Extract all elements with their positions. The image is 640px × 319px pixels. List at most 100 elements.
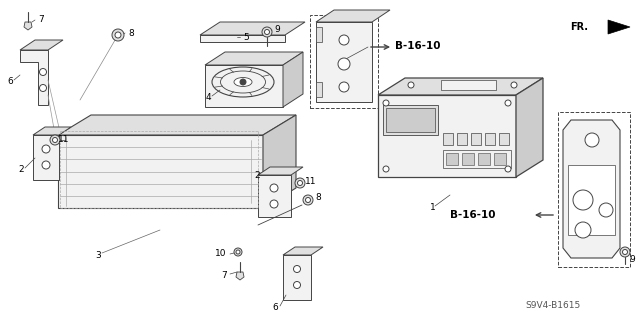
Text: 7: 7	[221, 271, 227, 279]
Polygon shape	[58, 115, 296, 135]
Circle shape	[270, 200, 278, 208]
Text: 9: 9	[629, 256, 635, 264]
Polygon shape	[20, 50, 48, 105]
Circle shape	[505, 166, 511, 172]
Circle shape	[52, 137, 58, 143]
Ellipse shape	[221, 71, 266, 93]
Text: 6: 6	[272, 303, 278, 313]
Circle shape	[339, 82, 349, 92]
Ellipse shape	[234, 78, 252, 86]
Circle shape	[383, 166, 389, 172]
Bar	[558, 112, 630, 267]
Circle shape	[40, 85, 47, 92]
Circle shape	[599, 203, 613, 217]
Circle shape	[294, 265, 301, 272]
Circle shape	[585, 133, 599, 147]
Polygon shape	[263, 115, 296, 208]
Polygon shape	[205, 65, 283, 107]
Circle shape	[338, 58, 350, 70]
Circle shape	[339, 35, 349, 45]
Circle shape	[294, 281, 301, 288]
Text: 7: 7	[38, 16, 44, 25]
Polygon shape	[33, 127, 71, 135]
Bar	[471, 133, 481, 145]
Polygon shape	[568, 165, 615, 235]
Text: S9V4-B1615: S9V4-B1615	[525, 300, 580, 309]
Bar	[386, 108, 435, 132]
Text: FR.: FR.	[570, 22, 588, 32]
Text: 10: 10	[214, 249, 226, 257]
Bar	[485, 133, 495, 145]
Polygon shape	[563, 120, 620, 258]
Circle shape	[42, 161, 50, 169]
Circle shape	[264, 29, 269, 34]
Circle shape	[240, 79, 246, 85]
Polygon shape	[58, 135, 263, 208]
Text: 6: 6	[7, 78, 13, 86]
Bar	[462, 153, 474, 165]
Circle shape	[383, 100, 389, 106]
Bar	[499, 133, 509, 145]
Polygon shape	[378, 95, 516, 177]
Text: 11: 11	[305, 177, 317, 187]
Polygon shape	[283, 255, 311, 300]
Text: 2: 2	[254, 170, 260, 180]
Polygon shape	[258, 167, 303, 175]
Polygon shape	[283, 52, 303, 107]
Polygon shape	[316, 22, 372, 102]
Polygon shape	[516, 78, 543, 177]
Circle shape	[505, 100, 511, 106]
Circle shape	[511, 82, 517, 88]
Bar	[478, 153, 490, 165]
Text: 2: 2	[18, 166, 24, 174]
Text: 11: 11	[58, 136, 70, 145]
Bar	[446, 153, 458, 165]
Circle shape	[270, 184, 278, 192]
Circle shape	[42, 145, 50, 153]
Text: 9: 9	[274, 26, 280, 34]
Bar	[457, 133, 467, 145]
Polygon shape	[205, 52, 303, 65]
Polygon shape	[258, 175, 291, 217]
Polygon shape	[200, 22, 305, 35]
Polygon shape	[33, 135, 59, 180]
Text: 3: 3	[95, 250, 100, 259]
Text: 1: 1	[430, 204, 436, 212]
Bar	[310, 15, 378, 108]
Text: 4: 4	[206, 93, 212, 101]
Polygon shape	[283, 247, 323, 255]
Bar	[316, 27, 322, 42]
Polygon shape	[378, 78, 543, 95]
Polygon shape	[24, 22, 32, 30]
Text: B-16-10: B-16-10	[450, 210, 495, 220]
Circle shape	[234, 248, 242, 256]
Polygon shape	[20, 40, 63, 50]
Circle shape	[115, 32, 121, 38]
Circle shape	[298, 181, 303, 186]
Circle shape	[40, 69, 47, 76]
Polygon shape	[608, 20, 630, 34]
Text: 8: 8	[128, 28, 134, 38]
Polygon shape	[200, 35, 285, 42]
Circle shape	[112, 29, 124, 41]
Circle shape	[573, 190, 593, 210]
Bar	[494, 153, 506, 165]
Bar	[443, 133, 453, 145]
Circle shape	[408, 82, 414, 88]
Circle shape	[620, 247, 630, 257]
Bar	[441, 80, 496, 90]
Polygon shape	[236, 272, 244, 280]
Circle shape	[262, 27, 272, 37]
Bar	[383, 105, 438, 135]
Text: B-16-10: B-16-10	[395, 41, 440, 51]
Polygon shape	[316, 10, 390, 22]
Bar	[316, 82, 322, 97]
Text: 8: 8	[315, 194, 321, 203]
Bar	[443, 150, 511, 168]
Circle shape	[50, 135, 60, 145]
Circle shape	[623, 249, 627, 255]
Circle shape	[305, 197, 310, 203]
Circle shape	[236, 250, 240, 254]
Circle shape	[295, 178, 305, 188]
Circle shape	[303, 195, 313, 205]
